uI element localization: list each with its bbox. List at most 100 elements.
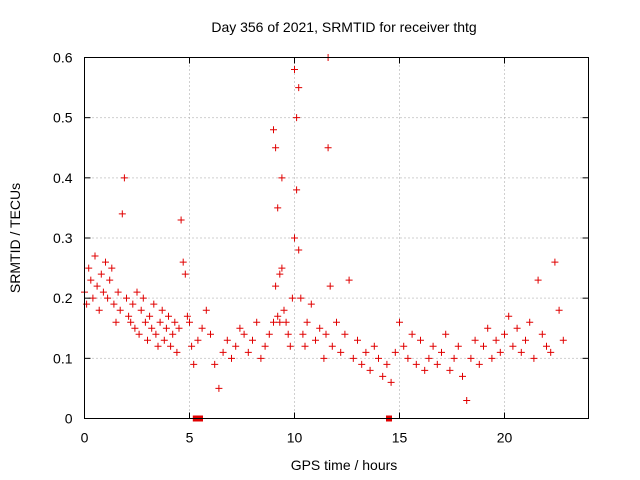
data-point [137,306,145,314]
data-point [505,312,513,320]
data-point [459,372,466,380]
data-point [228,354,235,362]
data-point [442,330,450,338]
data-point [526,318,534,326]
data-point [370,342,378,350]
data-point [114,288,122,296]
data-point [133,288,141,296]
x-tick-label: 5 [186,430,194,446]
data-point [202,306,210,314]
data-point [99,288,107,296]
data-point [297,294,305,302]
data-point [148,324,156,332]
data-point [408,330,416,338]
y-tick-label: 0 [65,411,73,427]
data-point [106,276,114,284]
data-point [120,174,128,182]
data-point [194,336,202,344]
data-point [207,330,214,338]
data-point [293,114,301,122]
data-point [509,342,517,350]
data-point [274,204,282,212]
data-point [404,354,412,362]
data-point [158,306,166,314]
data-point [156,318,164,326]
data-point [463,396,471,404]
data-point [471,336,479,344]
y-tick-label: 0.6 [53,50,73,66]
data-point [232,342,240,350]
grid-lines [84,57,589,419]
data-point [131,324,139,332]
data-point [278,174,286,182]
data-point [517,348,525,356]
data-point [379,372,387,380]
data-point [446,366,454,374]
data-point [265,330,273,338]
data-point [181,270,189,278]
data-point [244,348,252,356]
data-point [91,252,99,260]
data-point [480,342,487,350]
data-point [112,318,120,326]
data-point [171,318,179,326]
data-point [467,354,475,362]
data-point [144,336,151,344]
data-point [286,342,294,350]
data-point [270,318,277,326]
data-point [116,306,124,314]
data-point [307,300,315,308]
x-tick-label: 15 [392,430,408,446]
data-point [198,324,206,332]
data-point [543,342,550,350]
data-point [354,336,361,344]
data-point [95,306,103,314]
data-point [484,324,492,332]
data-point [337,348,345,356]
data-point [496,348,504,356]
data-point [152,330,160,338]
data-point [249,336,256,344]
data-point [186,318,193,326]
data-point [223,336,231,344]
data-point [146,312,154,320]
data-point [333,318,340,326]
data-point [177,216,185,224]
data-point [104,294,112,302]
y-axis-label: SRMTID / TECUs [7,183,23,293]
data-point [291,66,298,74]
data-point [328,342,336,350]
data-point [284,330,292,338]
data-point [282,318,290,326]
data-point [383,360,391,368]
data-point [530,354,538,362]
data-point [555,306,563,314]
data-point [303,318,311,326]
data-point [417,336,424,344]
data-point [375,354,382,362]
data-point [501,330,508,338]
chart-title: Day 356 of 2021, SRMTID for receiver tht… [211,19,476,35]
data-point [301,342,309,350]
data-point [396,318,403,326]
data-point [274,312,282,320]
data-point [288,294,296,302]
data-point [387,378,395,386]
data-point [123,294,130,302]
data-point [488,354,496,362]
y-tick-label: 0.2 [53,290,73,306]
data-point [341,330,349,338]
data-point [391,348,399,356]
data-point [291,234,298,242]
data-point [293,186,301,194]
data-point [127,318,135,326]
data-point [165,312,172,320]
data-point [141,318,149,326]
data-point [492,336,500,344]
data-point [183,312,191,320]
y-tick-label: 0.1 [53,350,73,366]
data-point [358,360,366,368]
data-point [316,324,324,332]
data-point [160,336,168,344]
